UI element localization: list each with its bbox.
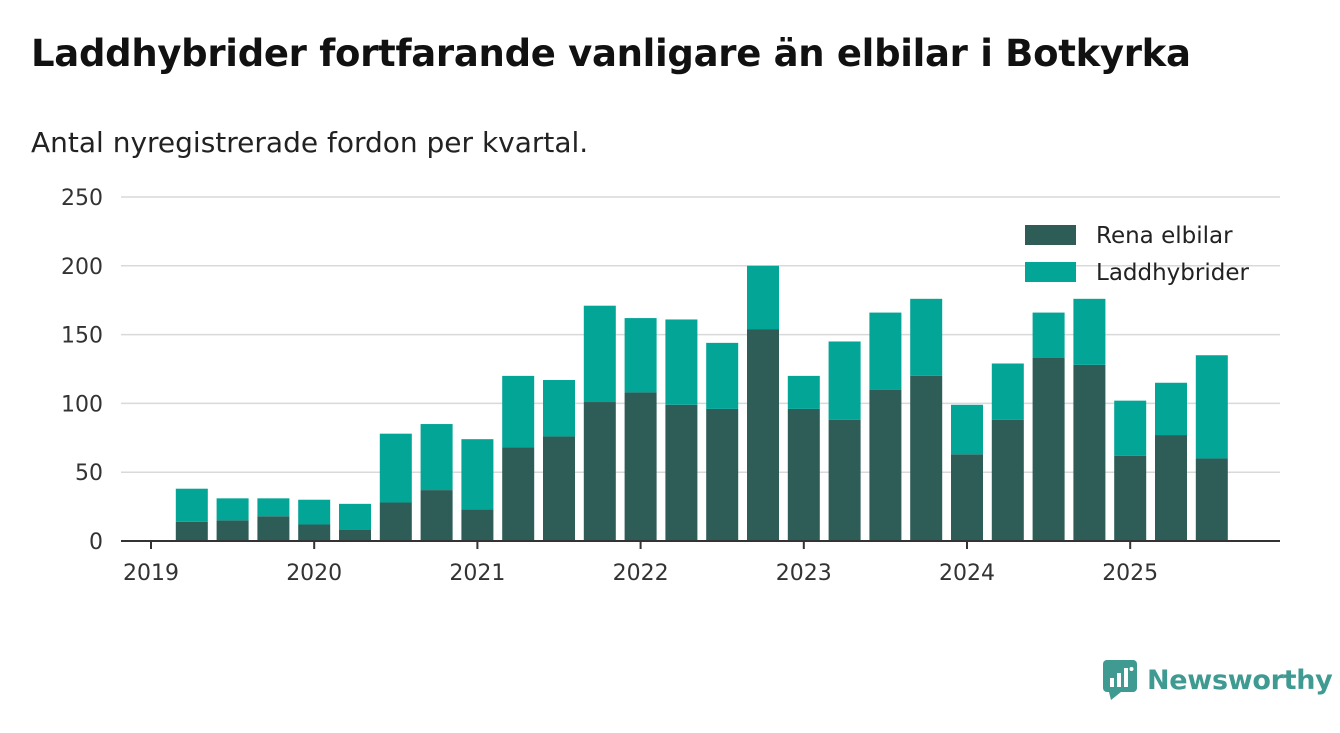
bar-rena-elbilar <box>787 408 820 541</box>
bar-rena-elbilar <box>706 408 739 541</box>
axes: 0 50 100 150 200 250 2019 2020 2021 2022 2023 2024 2… <box>61 186 1280 586</box>
bar-laddhybrider <box>1155 382 1187 436</box>
bar-rena-elbilar <box>583 402 616 541</box>
y-tick-label: 50 <box>75 461 103 486</box>
x-tick-label: 2019 <box>123 561 179 586</box>
bar-laddhybrider <box>747 265 779 330</box>
bar-rena-elbilar <box>257 516 290 541</box>
bar-rena-elbilar <box>298 524 331 541</box>
bar-laddhybrider <box>175 488 208 522</box>
newsworthy-logo: Newsworthy <box>1103 660 1333 700</box>
legend: Rena elbilar Laddhybrider <box>1025 223 1249 286</box>
legend-label: Rena elbilar <box>1096 223 1233 249</box>
x-tick-label: 2025 <box>1102 561 1158 586</box>
bar-rena-elbilar <box>461 509 494 541</box>
x-tick-label: 2020 <box>286 561 342 586</box>
bar-rena-elbilar <box>1032 357 1065 541</box>
bar-rena-elbilar <box>1155 435 1187 541</box>
bar-laddhybrider <box>583 305 616 403</box>
x-tick-label: 2021 <box>449 561 505 586</box>
bar-laddhybrider <box>502 375 535 448</box>
bars <box>175 265 1228 541</box>
bar-rena-elbilar <box>216 520 249 541</box>
bar-laddhybrider <box>379 433 412 503</box>
bar-laddhybrider <box>257 498 290 517</box>
chart-title: Laddhybrider fortfarande vanligare än el… <box>31 32 1191 75</box>
bar-laddhybrider <box>216 498 249 521</box>
legend-swatch <box>1025 225 1076 245</box>
bar-rena-elbilar <box>665 404 698 541</box>
bar-laddhybrider <box>1195 355 1228 459</box>
bar-rena-elbilar <box>910 375 943 541</box>
bar-rena-elbilar <box>175 521 208 541</box>
bar-laddhybrider <box>1032 312 1065 358</box>
bar-laddhybrider <box>339 503 371 530</box>
bar-rena-elbilar <box>869 389 902 541</box>
bar-rena-elbilar <box>543 436 575 541</box>
bar-rena-elbilar <box>951 454 983 541</box>
legend-swatch <box>1025 262 1076 282</box>
bar-rena-elbilar <box>1114 455 1147 541</box>
y-tick-label: 150 <box>61 324 103 349</box>
bar-laddhybrider <box>991 363 1024 420</box>
x-tick-label: 2022 <box>613 561 669 586</box>
bar-rena-elbilar <box>420 490 453 541</box>
bar-rena-elbilar <box>1073 364 1106 541</box>
bar-rena-elbilar <box>828 419 861 541</box>
bar-chart-speech-bubble-icon <box>1103 660 1137 700</box>
x-tick-label: 2024 <box>939 561 995 586</box>
brand-name: Newsworthy <box>1147 664 1333 696</box>
bar-rena-elbilar <box>991 419 1024 541</box>
bar-rena-elbilar <box>747 329 779 541</box>
chart-subtitle: Antal nyregistrerade fordon per kvartal. <box>31 126 589 159</box>
bar-rena-elbilar <box>502 447 535 541</box>
bar-laddhybrider <box>706 342 739 409</box>
bar-laddhybrider <box>787 375 820 409</box>
bar-laddhybrider <box>461 439 494 510</box>
bar-laddhybrider <box>420 424 453 491</box>
bar-laddhybrider <box>665 319 698 405</box>
bar-laddhybrider <box>828 341 861 420</box>
y-tick-label: 100 <box>61 392 103 417</box>
bar-laddhybrider <box>869 312 902 390</box>
y-tick-label: 0 <box>89 530 103 555</box>
bar-laddhybrider <box>1073 298 1106 365</box>
bar-rena-elbilar <box>339 529 371 541</box>
legend-label: Laddhybrider <box>1096 260 1249 286</box>
bar-rena-elbilar <box>1195 458 1228 541</box>
bar-laddhybrider <box>951 404 983 455</box>
bar-laddhybrider <box>1114 400 1147 456</box>
bar-rena-elbilar <box>379 502 412 541</box>
x-tick-label: 2023 <box>776 561 832 586</box>
y-tick-label: 200 <box>61 255 103 280</box>
bar-laddhybrider <box>298 499 331 525</box>
bar-laddhybrider <box>910 298 943 376</box>
y-tick-label: 250 <box>61 186 103 211</box>
bar-rena-elbilar <box>624 392 657 541</box>
bar-laddhybrider <box>624 318 657 393</box>
bar-laddhybrider <box>543 380 575 437</box>
